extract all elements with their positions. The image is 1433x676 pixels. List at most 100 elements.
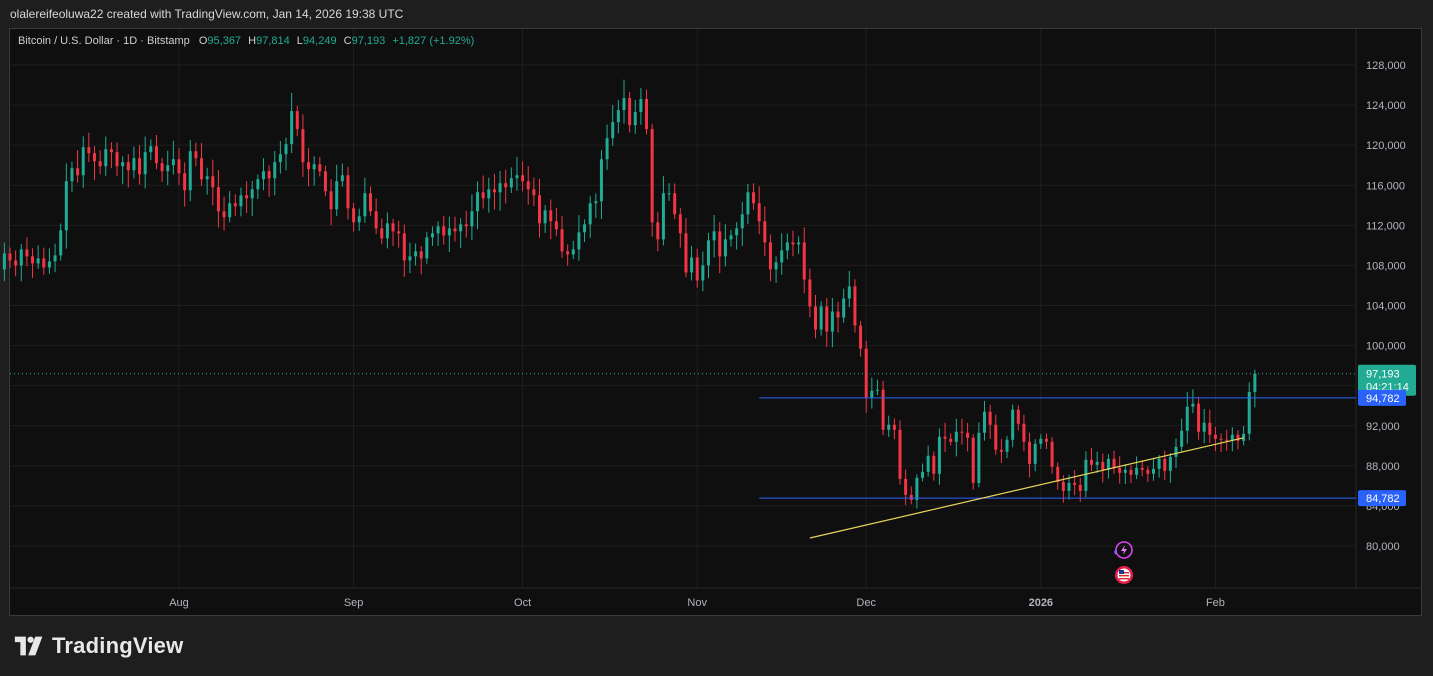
candle-body bbox=[1016, 409, 1020, 424]
candle-body bbox=[808, 279, 812, 307]
candle-body bbox=[295, 111, 299, 130]
candle bbox=[222, 196, 226, 231]
candle-body bbox=[504, 183, 508, 188]
candle-body bbox=[481, 192, 485, 199]
candle bbox=[1044, 433, 1048, 449]
candle bbox=[763, 206, 767, 257]
candle bbox=[960, 418, 964, 445]
ohlc-legend[interactable]: Bitcoin / U.S. Dollar · 1D · Bitstamp O9… bbox=[18, 33, 474, 49]
candle bbox=[307, 148, 311, 187]
time-tick-label: 2026 bbox=[1029, 597, 1053, 609]
grid-lines bbox=[10, 29, 1421, 589]
candle bbox=[476, 181, 480, 230]
candle-body bbox=[205, 176, 209, 180]
candle-body bbox=[200, 158, 204, 180]
us-flag-event-icon[interactable] bbox=[1115, 566, 1133, 584]
candle bbox=[521, 161, 525, 192]
time-axis[interactable]: Aug Sep Oct Nov Dec 2026 Feb bbox=[169, 597, 1225, 609]
candle-body bbox=[605, 138, 609, 160]
candle-body bbox=[847, 286, 851, 299]
candle bbox=[109, 142, 113, 169]
candle bbox=[498, 170, 502, 211]
candle-body bbox=[64, 181, 68, 231]
candle-body bbox=[154, 146, 158, 164]
candle-body bbox=[701, 265, 705, 281]
candle bbox=[723, 224, 727, 267]
candle-body bbox=[583, 224, 587, 233]
candle-body bbox=[70, 168, 74, 182]
event-markers[interactable] bbox=[1114, 541, 1133, 584]
candle bbox=[138, 145, 142, 185]
candle bbox=[31, 248, 35, 278]
candle-body bbox=[138, 158, 142, 175]
candle bbox=[954, 418, 958, 457]
lightning-event-icon[interactable] bbox=[1114, 541, 1133, 559]
candle bbox=[1067, 474, 1071, 500]
candle-body bbox=[954, 431, 958, 442]
candle bbox=[712, 215, 716, 258]
candle-body bbox=[1090, 459, 1094, 465]
candle-body bbox=[31, 256, 35, 264]
candle bbox=[81, 136, 85, 188]
candle bbox=[1163, 450, 1167, 481]
candle-body bbox=[233, 203, 237, 207]
candle bbox=[8, 247, 12, 268]
change-value: +1,827 (+1.92%) bbox=[392, 35, 475, 47]
ascending-trendline[interactable] bbox=[809, 437, 1244, 539]
price-tick-label: 108,000 bbox=[1366, 260, 1406, 272]
candle bbox=[273, 150, 277, 196]
candle bbox=[1140, 460, 1144, 477]
candle-body bbox=[188, 151, 192, 191]
candle bbox=[1005, 436, 1009, 459]
price-tick-label: 88,000 bbox=[1366, 461, 1400, 473]
candle bbox=[126, 154, 130, 188]
chart-pane[interactable] bbox=[9, 28, 1422, 616]
candle-body bbox=[194, 151, 198, 159]
candle-body bbox=[735, 228, 739, 236]
candle bbox=[774, 256, 778, 283]
price-axis[interactable]: 80,00084,00088,00092,00096,000100,000104… bbox=[1366, 60, 1406, 553]
candle-body bbox=[830, 311, 834, 332]
candle-body bbox=[988, 411, 992, 425]
candle bbox=[414, 243, 418, 266]
candle-body bbox=[1151, 468, 1155, 474]
candle bbox=[1050, 437, 1054, 474]
open-key: O bbox=[198, 35, 208, 47]
candle bbox=[143, 136, 147, 189]
candle-body bbox=[126, 162, 130, 171]
tradingview-brand[interactable]: TradingView bbox=[12, 632, 183, 660]
candle bbox=[1095, 451, 1099, 473]
candle bbox=[543, 205, 547, 233]
candle-body bbox=[639, 99, 643, 113]
candle bbox=[819, 301, 823, 336]
candle-body bbox=[999, 449, 1003, 452]
candle-body bbox=[842, 298, 846, 318]
candle bbox=[605, 124, 609, 170]
symbol-description[interactable]: Bitcoin / U.S. Dollar · 1D · Bitstamp bbox=[18, 35, 190, 47]
attribution-bar: olalereifeoluwa22 created with TradingVi… bbox=[0, 0, 1433, 28]
candle bbox=[706, 232, 710, 279]
candle-body bbox=[1168, 456, 1172, 471]
overlays[interactable] bbox=[759, 397, 1356, 539]
candle bbox=[977, 422, 981, 488]
candle bbox=[1129, 465, 1133, 484]
candle-body bbox=[650, 129, 654, 223]
candle bbox=[267, 165, 271, 197]
candle-body bbox=[1106, 458, 1110, 470]
candle-body bbox=[1067, 482, 1071, 491]
candle-body bbox=[1157, 458, 1161, 469]
candle bbox=[1191, 389, 1195, 414]
candle bbox=[1123, 464, 1127, 485]
candle bbox=[261, 158, 265, 191]
candle-body bbox=[1230, 434, 1234, 441]
candle-body bbox=[1185, 406, 1189, 431]
candle-body bbox=[284, 144, 288, 155]
candle-body bbox=[695, 257, 699, 281]
candle-body bbox=[374, 211, 378, 229]
open-value: 95,367 bbox=[207, 35, 242, 47]
candle bbox=[701, 251, 705, 292]
candle bbox=[926, 445, 930, 477]
candle-body bbox=[566, 251, 570, 255]
candle-body bbox=[1247, 392, 1251, 434]
